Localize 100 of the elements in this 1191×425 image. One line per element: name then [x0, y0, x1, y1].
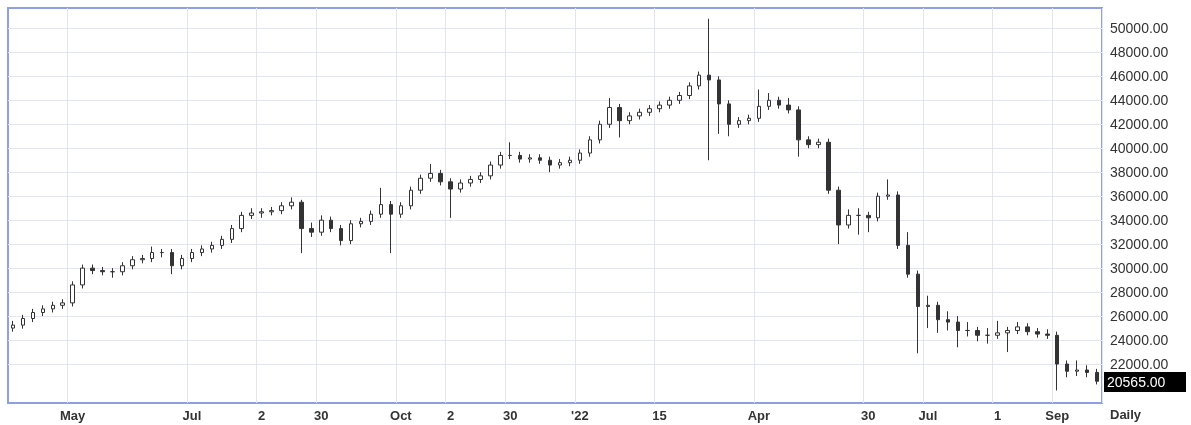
candlestick — [896, 190, 900, 250]
candlestick — [51, 301, 55, 313]
candlestick — [866, 211, 871, 233]
y-tick-label: 32000.00 — [1110, 236, 1169, 253]
candlestick — [488, 160, 493, 180]
x-tick-label: '22 — [571, 408, 589, 423]
candlestick — [1055, 331, 1059, 391]
candlestick — [757, 89, 761, 123]
candlestick — [80, 264, 85, 290]
x-tick-label: 1 — [993, 408, 1002, 423]
candlestick — [975, 326, 980, 342]
x-tick-label: 2 — [446, 408, 455, 423]
candlestick — [697, 71, 701, 91]
candlestick — [826, 138, 831, 195]
candlestick — [607, 97, 612, 129]
candlestick — [389, 200, 393, 254]
y-tick-label: 46000.00 — [1110, 68, 1169, 85]
candlestick — [1065, 359, 1069, 378]
candlestick — [289, 196, 294, 210]
x-tick-label: May — [60, 408, 87, 423]
candlestick — [1085, 364, 1089, 378]
candlestick — [886, 178, 890, 201]
x-tick-label: 30 — [861, 408, 876, 423]
candlestick — [269, 206, 274, 216]
candlestick — [279, 201, 284, 215]
candlestick — [846, 208, 851, 230]
candlestick — [428, 163, 433, 183]
candlestick — [637, 108, 642, 120]
y-tick-label: 28000.00 — [1110, 284, 1169, 301]
candlestick — [399, 201, 403, 219]
candlestick — [120, 261, 125, 276]
candlestick — [438, 169, 443, 186]
candlestick — [249, 207, 254, 220]
y-tick-label: 50000.00 — [1110, 20, 1169, 37]
y-tick-label: 44000.00 — [1110, 92, 1169, 109]
y-tick-label: 40000.00 — [1110, 140, 1169, 157]
candlestick — [369, 210, 373, 226]
x-tick-label: Apr — [747, 408, 771, 423]
text: 20565.00 — [1107, 374, 1166, 390]
candlestick — [528, 153, 532, 164]
candlestick — [627, 111, 632, 125]
candlestick — [458, 178, 463, 194]
candlestick — [1045, 328, 1050, 340]
candlestick — [518, 151, 522, 164]
candlestick — [598, 120, 602, 144]
candlestick — [339, 224, 343, 246]
candlestick — [916, 270, 920, 354]
x-tick-label: 30 — [503, 408, 518, 423]
y-tick-label: 30000.00 — [1110, 260, 1169, 277]
candlestick — [796, 105, 801, 158]
candlestick — [210, 241, 214, 254]
candlestick — [200, 244, 204, 257]
candlestick — [329, 216, 333, 233]
candlestick — [359, 217, 363, 228]
candlestick — [617, 103, 622, 138]
candlestick — [60, 298, 65, 310]
candlestick — [41, 304, 45, 317]
candlestick — [647, 104, 652, 117]
candlestick — [568, 156, 572, 167]
candlestick — [468, 175, 473, 188]
candlestick — [995, 320, 1000, 340]
candlestick — [856, 207, 861, 236]
candlestick — [299, 199, 304, 254]
candlestick — [220, 235, 224, 250]
candlestick — [836, 186, 841, 245]
candlestick — [190, 248, 194, 263]
y-tick-label: 34000.00 — [1110, 212, 1169, 229]
candlestick — [946, 310, 950, 331]
candlestick — [31, 308, 35, 323]
candlestick — [737, 116, 741, 129]
candlestick — [1035, 327, 1040, 339]
candlestick — [319, 214, 324, 237]
candlestick — [259, 207, 264, 219]
candlestick — [707, 18, 711, 161]
x-tick-label: 15 — [652, 408, 667, 423]
y-tick-label: 36000.00 — [1110, 188, 1169, 205]
candlestick — [906, 231, 910, 279]
y-tick-label: 24000.00 — [1110, 332, 1169, 349]
candlestick — [876, 192, 880, 222]
candlestick — [806, 135, 811, 149]
x-tick-label: 2 — [257, 408, 266, 423]
candlestick — [170, 248, 174, 275]
candlestick — [100, 266, 105, 276]
candlestick — [777, 96, 781, 110]
candlestick — [687, 81, 692, 100]
candlestick — [816, 138, 821, 149]
candlestick — [1025, 322, 1030, 336]
candlestick — [448, 177, 453, 219]
candlestick — [150, 246, 154, 263]
candlestick — [90, 264, 95, 275]
candlestick — [677, 91, 682, 105]
candlestick — [1015, 321, 1020, 335]
candlestick — [230, 224, 234, 244]
candlestick — [1095, 368, 1099, 385]
candlestick — [667, 96, 672, 110]
candlestick — [478, 171, 483, 184]
y-tick-label: 42000.00 — [1110, 116, 1169, 133]
candlestick — [1075, 359, 1079, 377]
y-tick-label: 48000.00 — [1110, 44, 1169, 61]
y-tick-label: 38000.00 — [1110, 164, 1169, 181]
